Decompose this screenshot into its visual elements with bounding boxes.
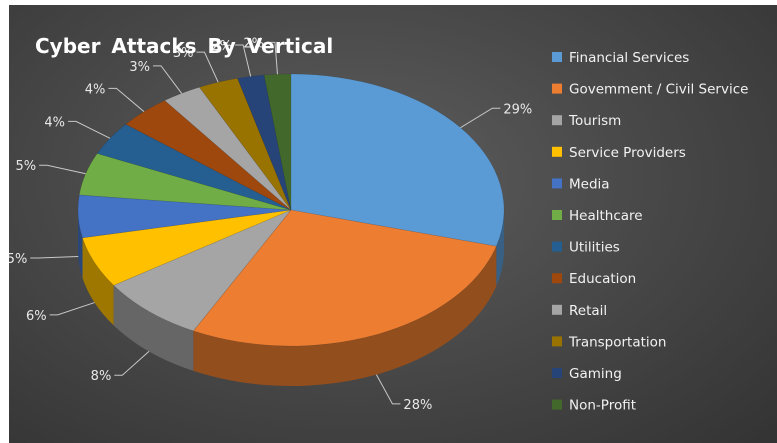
leader-line-service-providers	[49, 302, 95, 316]
pie-slice-financial-services	[290, 73, 505, 247]
legend-item-education: Education	[552, 271, 636, 287]
pie-chart: 29% 28% 8% 6% 5% 5% 4% 4% 3% 3% 2% 2% Cyber Attacks…	[9, 34, 748, 414]
pie-slice-media	[77, 194, 292, 239]
pie-slice-healthcare	[78, 153, 292, 211]
pie-side-service-providers	[82, 237, 114, 326]
data-label-retail: 8%	[91, 369, 112, 384]
legend-swatch	[552, 273, 562, 284]
leader-line-financial-services	[460, 107, 501, 129]
leader-line-govemment-civil-service	[375, 374, 401, 405]
legend-swatch	[552, 399, 562, 410]
legend-item-non-profit: Non-Profit	[552, 398, 636, 414]
data-label-tourism: 3%	[129, 60, 150, 75]
pie-slice-tourism	[164, 86, 292, 211]
legend-item-utilities: Utilities	[552, 240, 620, 256]
leader-line-non-profit	[266, 41, 278, 75]
chart-legend: Financial Services Govemment / Civil Serv…	[552, 50, 748, 414]
leader-line-transportation	[196, 51, 219, 83]
legend-swatch	[552, 83, 562, 94]
legend-swatch	[552, 368, 562, 378]
legend-swatch	[552, 210, 562, 220]
legend-item-govemment-civil-service: Govemment / Civil Service	[552, 82, 748, 98]
data-label-gaming: 2%	[211, 39, 232, 54]
legend-item-gaming: Gaming	[552, 366, 622, 382]
data-label-transportation: 3%	[173, 46, 194, 61]
legend-item-financial-services: Financial Services	[552, 50, 689, 66]
leader-line-education	[108, 87, 145, 112]
data-label-education: 4%	[85, 82, 106, 97]
legend-swatch	[552, 241, 562, 252]
legend-item-media: Media	[552, 176, 610, 192]
legend-label: Financial Services	[569, 50, 689, 66]
data-label-service-providers: 6%	[26, 309, 47, 324]
legend-label: Gaming	[569, 366, 622, 382]
legend-swatch	[552, 115, 562, 126]
data-label-govemment-civil-service: 28%	[403, 398, 432, 413]
legend-label: Healthcare	[569, 208, 643, 224]
legend-swatch	[552, 304, 562, 315]
leader-line-healthcare	[39, 164, 86, 175]
pie-slice-transportation	[198, 78, 292, 211]
legend-item-tourism: Tourism	[552, 113, 621, 129]
data-label-utilities: 4%	[44, 115, 65, 130]
pie-side-financial-services	[496, 210, 504, 287]
data-label-healthcare: 5%	[16, 159, 37, 174]
leader-line-media	[30, 255, 79, 259]
legend-item-retail: Retail	[552, 303, 607, 319]
data-label-media: 5%	[9, 252, 27, 267]
pie-slice-govemment-civil-service	[192, 209, 497, 347]
leader-line-tourism	[153, 65, 182, 94]
legend-label: Media	[569, 176, 610, 192]
legend-swatch	[552, 146, 562, 157]
pie-side-govemment-civil-service	[193, 246, 497, 386]
leader-line-gaming	[235, 44, 252, 77]
chart-title: Cyber Attacks By Vertical	[35, 34, 333, 58]
legend-swatch	[552, 178, 562, 189]
legend-swatch	[552, 52, 562, 62]
pie-side-media	[78, 210, 83, 278]
pie-slices	[77, 73, 505, 386]
pie-slice-service-providers	[82, 209, 292, 286]
legend-label: Govemment / Civil Service	[569, 82, 748, 98]
pie-slice-retail	[113, 209, 292, 332]
legend-label: Non-Profit	[569, 398, 636, 414]
leader-line-retail	[114, 350, 150, 376]
label-leader-lines	[30, 41, 501, 405]
legend-swatch	[552, 336, 562, 347]
legend-label: Education	[569, 271, 636, 287]
legend-item-healthcare: Healthcare	[552, 208, 643, 224]
legend-label: Tourism	[568, 113, 621, 129]
pie-slice-utilities	[96, 123, 292, 211]
legend-label: Transportation	[568, 334, 666, 350]
pie-slice-education	[125, 100, 292, 211]
leader-line-utilities	[68, 120, 111, 139]
data-labels: 29% 28% 8% 6% 5% 5% 4% 4% 3% 3% 2% 2%	[9, 36, 532, 413]
legend-item-transportation: Transportation	[552, 334, 666, 350]
data-label-financial-services: 29%	[503, 102, 532, 117]
data-label-non-profit: 2%	[243, 36, 264, 51]
legend-item-service-providers: Service Providers	[552, 145, 686, 161]
legend-label: Service Providers	[569, 145, 686, 161]
pie-side-retail	[113, 285, 194, 371]
chart-area: 29% 28% 8% 6% 5% 5% 4% 4% 3% 3% 2% 2% Cyber Attacks…	[9, 5, 777, 443]
legend-label: Utilities	[569, 240, 620, 256]
legend-label: Retail	[569, 303, 607, 319]
